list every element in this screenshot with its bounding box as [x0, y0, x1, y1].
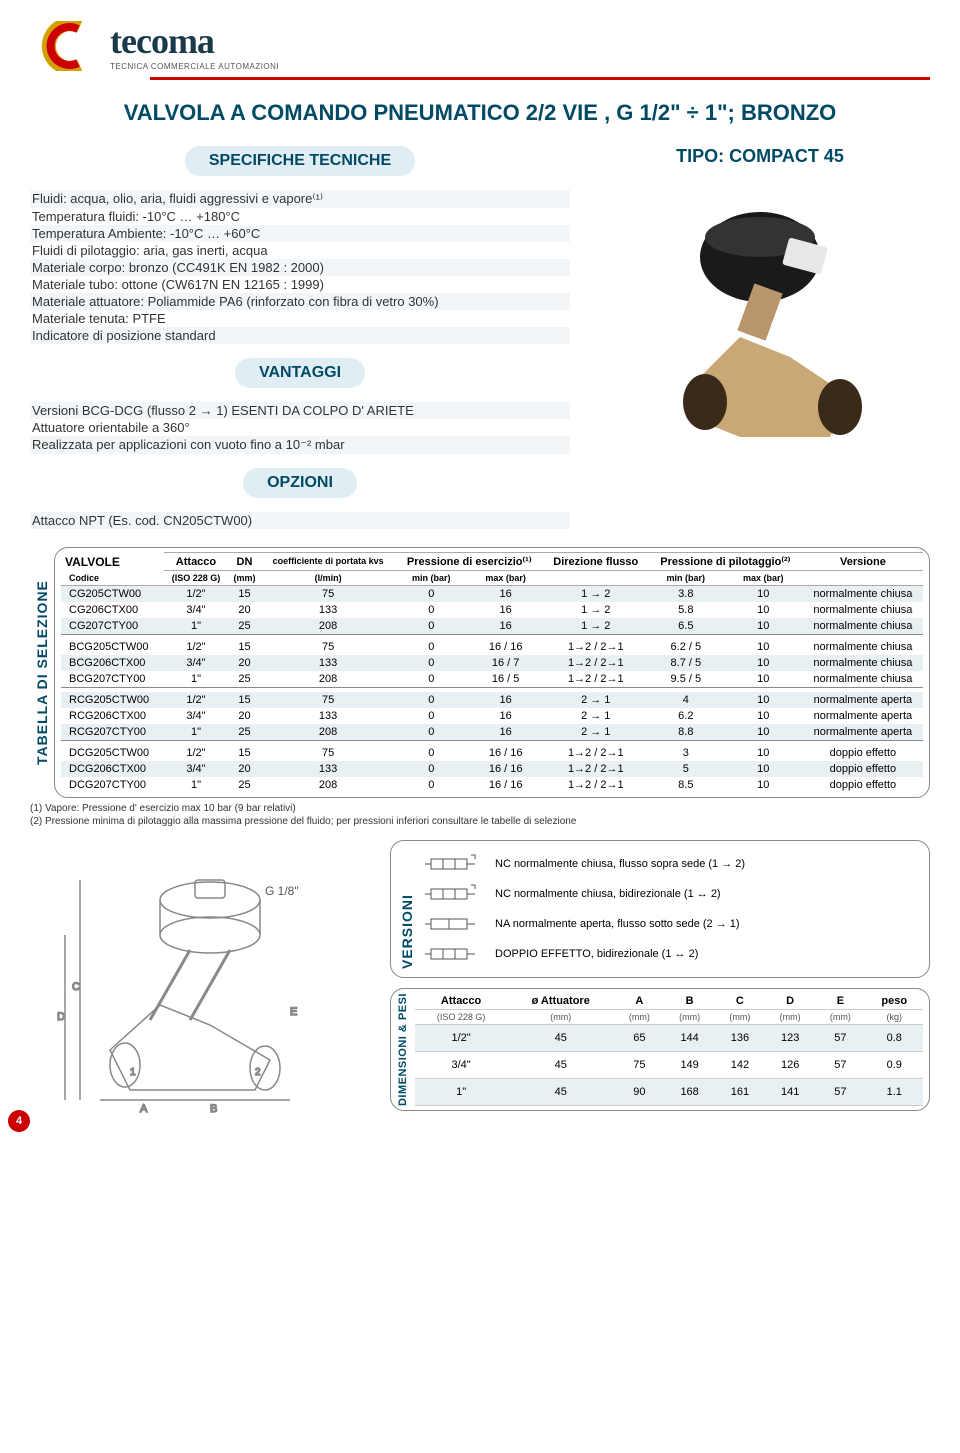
th-sub-iso: (ISO 228 G): [164, 571, 227, 586]
table-row: CG206CTX003/4"201330161 → 25.810normalme…: [61, 602, 923, 618]
versioni-row: NC normalmente chiusa, flusso sopra sede…: [423, 849, 921, 879]
th-direzione: Direzione flusso: [544, 552, 648, 571]
vantaggi-line: Attuatore orientabile a 360°: [30, 419, 570, 436]
note-2: (2) Pressione minima di pilotaggio alla …: [30, 815, 930, 828]
dimensioni-label: DIMENSIONI & PESI: [397, 993, 409, 1106]
tipo-label: TIPO: COMPACT 45: [590, 146, 930, 167]
dim-row: 3/4"4575149142126570.9: [415, 1052, 923, 1079]
spec-line: Indicatore di posizione standard: [30, 327, 570, 344]
table-row: DCG205CTW001/2"1575016 / 161→2 / 2→1310d…: [61, 745, 923, 761]
logo-c-icon: [30, 21, 100, 71]
spec-line: Materiale corpo: bronzo (CC491K EN 1982 …: [30, 259, 570, 276]
valve-photo: [590, 187, 910, 467]
vantaggi-line: Realizzata per applicazioni con vuoto fi…: [30, 436, 570, 454]
valve-symbol-icon: [423, 853, 483, 875]
th-dn: DN: [228, 552, 262, 571]
versioni-row: NA normalmente aperta, flusso sotto sede…: [423, 909, 921, 939]
svg-text:A: A: [140, 1103, 148, 1115]
note-1: (1) Vapore: Pressione d' esercizio max 1…: [30, 802, 930, 815]
drawing-port-label: G 1/8": [265, 884, 299, 898]
th-sub-codice: Codice: [61, 571, 164, 586]
vantaggi-list: Versioni BCG-DCG (flusso 2 → 1) ESENTI D…: [30, 402, 570, 454]
svg-text:1: 1: [130, 1067, 136, 1078]
dim-row: 1"4590168161141571.1: [415, 1079, 923, 1106]
dimensioni-box: DIMENSIONI & PESI Attaccoø AttuatoreABCD…: [390, 988, 930, 1111]
spec-line: Temperatura Ambiente: -10°C … +60°C: [30, 225, 570, 242]
versioni-row: NC normalmente chiusa, bidirezionale (1 …: [423, 879, 921, 909]
page-title: VALVOLA A COMANDO PNEUMATICO 2/2 VIE , G…: [30, 100, 930, 126]
valve-symbol-icon: [423, 943, 483, 965]
logo-text-wrap: tecoma TECNICA COMMERCIALE AUTOMAZIONI: [110, 20, 279, 71]
svg-text:D: D: [57, 1011, 65, 1023]
vantaggi-line: Versioni BCG-DCG (flusso 2 → 1) ESENTI D…: [30, 402, 570, 419]
th-sub-minbar: min (bar): [395, 571, 468, 586]
vantaggi-heading: VANTAGGI: [235, 358, 365, 388]
table-side-label: TABELLA DI SELEZIONE: [30, 547, 54, 798]
svg-text:E: E: [290, 1006, 297, 1018]
table-row: DCG206CTX003/4"20133016 / 161→2 / 2→1510…: [61, 761, 923, 777]
th-sub-maxbar: max (bar): [468, 571, 544, 586]
dim-row: 1/2"4565144136123570.8: [415, 1025, 923, 1052]
table-notes: (1) Vapore: Pressione d' esercizio max 1…: [30, 802, 930, 828]
table-row: BCG206CTX003/4"20133016 / 71→2 / 2→18.7 …: [61, 655, 923, 671]
dimensioni-table: Attaccoø AttuatoreABCDEpeso (ISO 228 G)(…: [415, 993, 923, 1106]
red-divider: [150, 77, 930, 80]
valve-symbol-icon: [423, 913, 483, 935]
table-row: RCG207CTY001"252080162 → 18.810normalmen…: [61, 724, 923, 740]
svg-text:B: B: [210, 1103, 217, 1115]
table-row: RCG206CTX003/4"201330162 → 16.210normalm…: [61, 708, 923, 724]
th-sub-lmin: (l/min): [261, 571, 395, 586]
svg-text:2: 2: [255, 1067, 261, 1078]
opzioni-line: Attacco NPT (Es. cod. CN205CTW00): [30, 512, 570, 529]
th-sub-minbar2: min (bar): [648, 571, 724, 586]
spec-line: Fluidi: acqua, olio, aria, fluidi aggres…: [30, 190, 570, 208]
specifiche-list: Fluidi: acqua, olio, aria, fluidi aggres…: [30, 190, 570, 344]
logo-row: tecoma TECNICA COMMERCIALE AUTOMAZIONI: [30, 20, 930, 71]
table-row: RCG205CTW001/2"15750162 → 1410normalment…: [61, 692, 923, 708]
th-sub-maxbar2: max (bar): [724, 571, 803, 586]
th-sub-mm: (mm): [228, 571, 262, 586]
spec-line: Fluidi di pilotaggio: aria, gas inerti, …: [30, 242, 570, 259]
selection-table: VALVOLE Attacco DN coefficiente di porta…: [61, 552, 923, 793]
opzioni-heading: OPZIONI: [243, 468, 357, 498]
specifiche-heading: SPECIFICHE TECNICHE: [185, 146, 415, 176]
spec-line: Materiale attuatore: Poliammide PA6 (rin…: [30, 293, 570, 310]
table-row: BCG207CTY001"25208016 / 51→2 / 2→19.5 / …: [61, 671, 923, 687]
valve-symbol-icon: [423, 883, 483, 905]
svg-text:C: C: [72, 981, 80, 993]
th-versione: Versione: [803, 552, 923, 571]
versioni-box: VERSIONI NC normalmente chiusa, flusso s…: [390, 840, 930, 978]
spec-line: Temperatura fluidi: -10°C … +180°C: [30, 208, 570, 225]
versioni-row: DOPPIO EFFETTO, bidirezionale (1 ↔ 2): [423, 939, 921, 969]
table-row: BCG205CTW001/2"1575016 / 161→2 / 2→16.2 …: [61, 639, 923, 655]
spec-line: Materiale tenuta: PTFE: [30, 310, 570, 327]
technical-drawing: C D A B E 1 2 G 1/8": [30, 840, 380, 1120]
th-valvole: VALVOLE: [61, 552, 164, 571]
th-pressione-pil: Pressione di pilotaggio⁽²⁾: [648, 552, 803, 571]
brand-name: tecoma: [110, 20, 279, 62]
table-row: CG207CTY001"252080161 → 26.510normalment…: [61, 618, 923, 634]
table-row: DCG207CTY001"25208016 / 161→2 / 2→18.510…: [61, 777, 923, 793]
table-row: CG205CTW001/2"15750161 → 23.810normalmen…: [61, 586, 923, 602]
th-attacco: Attacco: [164, 552, 227, 571]
brand-subtitle: TECNICA COMMERCIALE AUTOMAZIONI: [110, 62, 279, 71]
th-pressione-es: Pressione di esercizio⁽¹⁾: [395, 552, 544, 571]
th-coeff: coefficiente di portata kvs: [261, 552, 395, 571]
page-number: 4: [8, 1110, 30, 1132]
spec-line: Materiale tubo: ottone (CW617N EN 12165 …: [30, 276, 570, 293]
versioni-label: VERSIONI: [399, 849, 415, 969]
